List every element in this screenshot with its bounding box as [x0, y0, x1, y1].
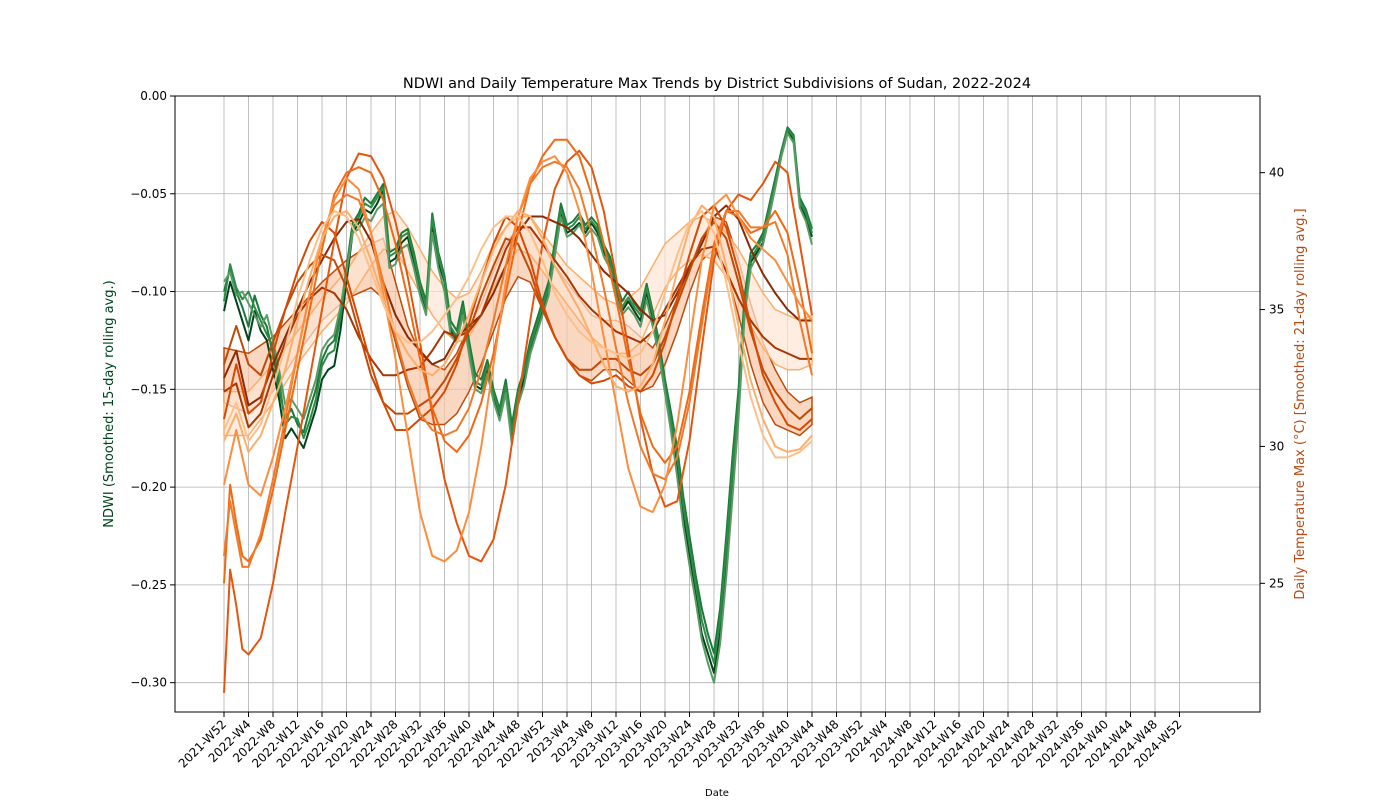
temperature-series-line — [223, 209, 813, 459]
temperature-series-line — [223, 220, 813, 421]
right-tick-label: 35 — [1269, 303, 1284, 317]
left-tick-label: −0.10 — [130, 285, 167, 299]
left-tick-label: −0.05 — [130, 187, 167, 201]
right-tick-label: 25 — [1269, 576, 1284, 590]
right-axis-label: Daily Temperature Max (°C) [Smoothed: 21… — [1293, 208, 1308, 599]
left-axis-ticks: −0.30 −0.25 −0.20 −0.15 −0.10 −0.05 0.00 — [130, 89, 175, 690]
left-tick-label: 0.00 — [140, 89, 167, 103]
left-tick-label: −0.15 — [130, 382, 167, 396]
x-axis-ticks: 2021-W522022-W42022-W82022-W122022-W1620… — [176, 712, 1185, 771]
temperature-series-line — [223, 138, 813, 584]
temperature-range-band — [223, 210, 813, 437]
chart-title: NDWI and Daily Temperature Max Trends by… — [403, 76, 1031, 92]
temperature-series-line — [223, 149, 813, 693]
x-axis-label: Date — [705, 788, 729, 799]
right-tick-label: 30 — [1269, 439, 1284, 453]
temperature-series-layer — [223, 138, 813, 693]
ndwi-series-layer — [223, 126, 813, 684]
temperature-series-line — [223, 204, 813, 453]
left-tick-label: −0.30 — [130, 676, 167, 690]
ndwi-series-line — [223, 128, 813, 665]
left-tick-label: −0.25 — [130, 578, 167, 592]
ndwi-series-line — [223, 126, 813, 655]
right-axis-ticks: 25 30 35 40 — [1260, 166, 1284, 590]
right-tick-label: 40 — [1269, 166, 1284, 180]
left-axis-label: NDWI (Smoothed: 15-day rolling avg.) — [102, 280, 117, 527]
left-tick-label: −0.20 — [130, 480, 167, 494]
plot-frame — [174, 95, 1261, 713]
